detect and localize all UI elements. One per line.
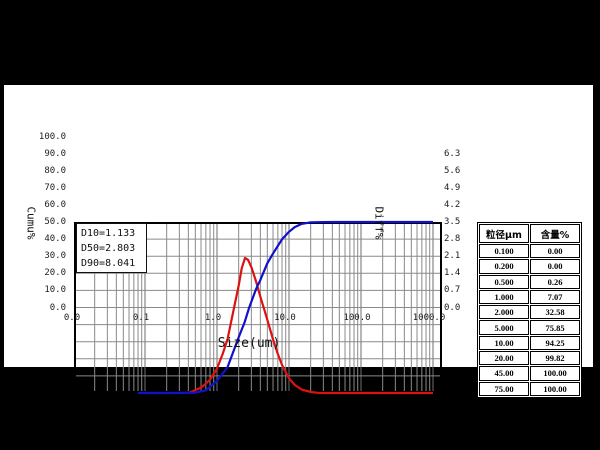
table-row: 45.00 100.00 (479, 366, 580, 381)
d50-value: D50=2.803 (81, 243, 136, 254)
cell-content-pct: 32.58 (530, 305, 580, 320)
y-left-tick-label: 50.0 (44, 217, 66, 227)
cell-size-um: 20.00 (479, 351, 529, 366)
y-right-tick-label: 3.5 (444, 217, 461, 227)
col-header-size: 粒径μm (479, 224, 529, 244)
cell-content-pct: 94.25 (530, 335, 580, 351)
y-right-tick-label: 4.9 (444, 182, 461, 193)
y-right-tick-label: 2.8 (444, 234, 461, 245)
col-header-content: 含量% (530, 224, 580, 244)
d90-value: D90=8.041 (81, 258, 136, 269)
cell-content-pct: 7.07 (530, 289, 580, 305)
table-row: 1.000 7.07 (479, 289, 580, 305)
cell-content-pct: 99.82 (530, 351, 580, 366)
y-right-tick-label: 6.3 (444, 148, 461, 159)
cell-content-pct: 0.26 (530, 274, 580, 289)
table-row: 0.500 0.26 (479, 274, 580, 289)
table-row: 0.100 0.00 (479, 244, 580, 259)
y-left-tick-label: 70.0 (44, 182, 66, 193)
cumulative-curve (138, 220, 433, 395)
cell-content-pct: 0.00 (530, 259, 580, 274)
table-header-row: 粒径μm 含量% (479, 224, 580, 244)
table-row: 0.200 0.00 (479, 259, 580, 274)
y-left-tick-label: 80.0 (44, 165, 66, 176)
differential-curve (187, 256, 433, 395)
y-left-tick-label: 90.0 (44, 148, 66, 159)
y-left-tick-label: 60.0 (44, 199, 66, 210)
plot-frame (74, 222, 442, 393)
y-left-tick-label: 10.0 (44, 285, 66, 296)
x-tick-label: 0.1 (132, 313, 150, 323)
y-left-tick-label: 30.0 (44, 251, 66, 262)
cell-size-um: 0.500 (479, 274, 529, 289)
y-right-tick-label: 5.6 (444, 165, 461, 176)
y-right-tick-label: 1.4 (444, 268, 461, 279)
y-right-tick-label: 0.7 (444, 285, 461, 296)
y-left-tick-label: 0.0 (49, 302, 66, 313)
size-content-table-grid: 粒径μm 含量% 0.100 0.00 0.200 0.00 0.500 0.26 1.000 7… (477, 222, 582, 398)
cell-size-um: 5.000 (479, 320, 529, 335)
cell-content-pct: 0.00 (530, 244, 580, 259)
y-left-tick-label: 40.0 (44, 234, 66, 245)
report-panel: 100.0 90.0 80.0 70.0 60.0 50.0 40.0 30.0 20.0 10.… (4, 85, 593, 398)
right-axis-title: Diff% (372, 206, 386, 240)
cell-size-um: 0.100 (479, 244, 529, 259)
x-tick-label: 100.0 (343, 313, 371, 323)
cell-content-pct: 100.00 (530, 381, 580, 396)
table-row: 75.00 100.00 (479, 381, 580, 396)
x-tick-label: 0.0 (63, 313, 81, 323)
cell-size-um: 75.00 (479, 381, 529, 396)
d10-value: D10=1.133 (81, 228, 136, 239)
y-right-tick-label: 2.1 (444, 251, 461, 262)
y-right-tick-label: 0.0 (444, 302, 461, 313)
left-axis-title: Cumu% (24, 206, 38, 240)
y-right-tick-label: 4.2 (444, 199, 461, 210)
table-row: 20.00 99.82 (479, 351, 580, 366)
cell-content-pct: 75.85 (530, 320, 580, 335)
table-row: 2.000 32.58 (479, 305, 580, 320)
x-axis-title: Size(um) (217, 336, 281, 351)
cell-size-um: 1.000 (479, 289, 529, 305)
y-left-tick-label: 20.0 (44, 268, 66, 279)
cell-size-um: 10.00 (479, 335, 529, 351)
table-row: 10.00 94.25 (479, 335, 580, 351)
x-tick-label: 1000.0 (412, 313, 446, 323)
cell-size-um: 0.200 (479, 259, 529, 274)
table-row: 5.000 75.85 (479, 320, 580, 335)
cell-content-pct: 100.00 (530, 366, 580, 381)
y-left-tick-label: 100.0 (38, 131, 66, 142)
d-values-box: D10=1.133 D50=2.803 D90=8.041 (76, 223, 147, 273)
x-tick-label: 1.0 (204, 313, 222, 323)
size-content-table: 粒径μm 含量% 0.100 0.00 0.200 0.00 0.500 0.26 1.000 7… (477, 222, 582, 398)
cell-size-um: 45.00 (479, 366, 529, 381)
x-tick-label: 10.0 (274, 313, 296, 323)
cell-size-um: 2.000 (479, 305, 529, 320)
